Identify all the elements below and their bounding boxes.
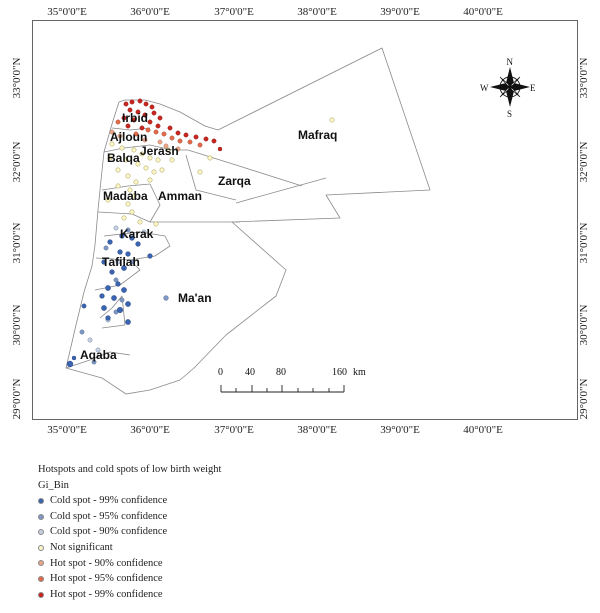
country-boundary [65, 47, 431, 395]
lon-tick-bottom: 39°0'0"E [380, 424, 420, 436]
scale-bar [220, 385, 345, 393]
legend-swatch [38, 575, 44, 582]
legend-item: Cold spot - 90% confidence [38, 524, 221, 540]
legend-field: Gi_Bin [38, 479, 69, 491]
lon-tick-top: 39°0'0"E [380, 6, 420, 18]
governorate-boundary [101, 183, 151, 191]
legend-label: Hot spot - 95% confidence [50, 573, 163, 585]
scale-tick-160: 160 [332, 367, 347, 378]
scale-unit: km [353, 367, 366, 378]
region-label-aqaba: Aqaba [80, 348, 117, 362]
region-label-amman: Amman [158, 189, 202, 203]
governorate-boundary [99, 295, 126, 329]
region-label-zarqa: Zarqa [218, 174, 251, 188]
hot-spot-95-dots [115, 119, 203, 148]
region-label-tafilah: Tafilah [102, 255, 140, 269]
compass-n: N [507, 57, 514, 67]
governorate-boundary [187, 149, 303, 187]
map-frame [32, 20, 578, 420]
lon-tick-top: 36°0'0"E [130, 6, 170, 18]
region-label-karak: Karak [120, 227, 154, 241]
cold-spot-99-dots [66, 233, 153, 368]
region-label-jerash: Jerash [140, 144, 179, 158]
lon-tick-bottom: 40°0'0"E [463, 424, 503, 436]
legend-label: Not significant [50, 541, 113, 553]
legend-item: Hot spot - 99% confidence [38, 587, 221, 603]
compass-e: E [530, 83, 536, 93]
scale-tick-80: 80 [276, 367, 286, 378]
cold-spot-95-dots [79, 227, 169, 365]
legend-label: Cold spot - 90% confidence [50, 526, 168, 538]
governorate-boundary [235, 177, 327, 204]
region-label-madaba: Madaba [103, 189, 148, 203]
region-label-ajloun: Ajloun [110, 130, 147, 144]
compass-s: S [507, 109, 512, 119]
region-label-balqa: Balqa [107, 151, 140, 165]
legend-swatch [38, 591, 44, 598]
lon-tick-bottom: 37°0'0"E [214, 424, 254, 436]
scale-tick-40: 40 [245, 367, 255, 378]
lon-tick-top: 37°0'0"E [214, 6, 254, 18]
legend-label: Hot spot - 99% confidence [50, 588, 163, 600]
lon-tick-bottom: 38°0'0"E [297, 424, 337, 436]
scale-tick-0: 0 [218, 367, 223, 378]
lon-tick-top: 35°0'0"E [47, 6, 87, 18]
lon-tick-top: 38°0'0"E [297, 6, 337, 18]
not-significant-dots [105, 117, 335, 227]
legend-label: Cold spot - 99% confidence [50, 495, 168, 507]
north-arrow-icon: N S E W [480, 57, 536, 119]
region-label-maan: Ma'an [178, 291, 212, 305]
legend-item: Cold spot - 99% confidence [38, 493, 221, 509]
legend-item: Hot spot - 95% confidence [38, 571, 221, 587]
legend-swatch [38, 560, 44, 567]
hot-spot-90-dots [109, 129, 181, 152]
legend-swatch [38, 497, 44, 504]
hot-spot-99-dots [121, 98, 223, 152]
legend-swatch [38, 513, 44, 520]
governorate-boundary [65, 351, 131, 369]
region-label-irbid: Irbid [122, 111, 148, 125]
legend-item: Hot spot - 90% confidence [38, 556, 221, 572]
governorate-boundary [94, 257, 141, 291]
lon-tick-bottom: 35°0'0"E [47, 424, 87, 436]
legend-label: Cold spot - 95% confidence [50, 510, 168, 522]
lon-tick-bottom: 36°0'0"E [130, 424, 170, 436]
region-label-mafraq: Mafraq [298, 128, 337, 142]
legend-item: Not significant [38, 540, 221, 556]
legend-swatch [38, 529, 44, 536]
legend-label: Hot spot - 90% confidence [50, 557, 163, 569]
compass-w: W [480, 83, 489, 93]
legend-item: Cold spot - 95% confidence [38, 509, 221, 525]
legend-title: Hotspots and cold spots of low birth wei… [38, 464, 222, 475]
legend-swatch [38, 544, 44, 551]
governorate-boundary [185, 154, 237, 201]
governorate-boundary [149, 183, 240, 223]
legend: Hotspots and cold spots of low birth wei… [38, 462, 221, 602]
lon-tick-top: 40°0'0"E [463, 6, 503, 18]
